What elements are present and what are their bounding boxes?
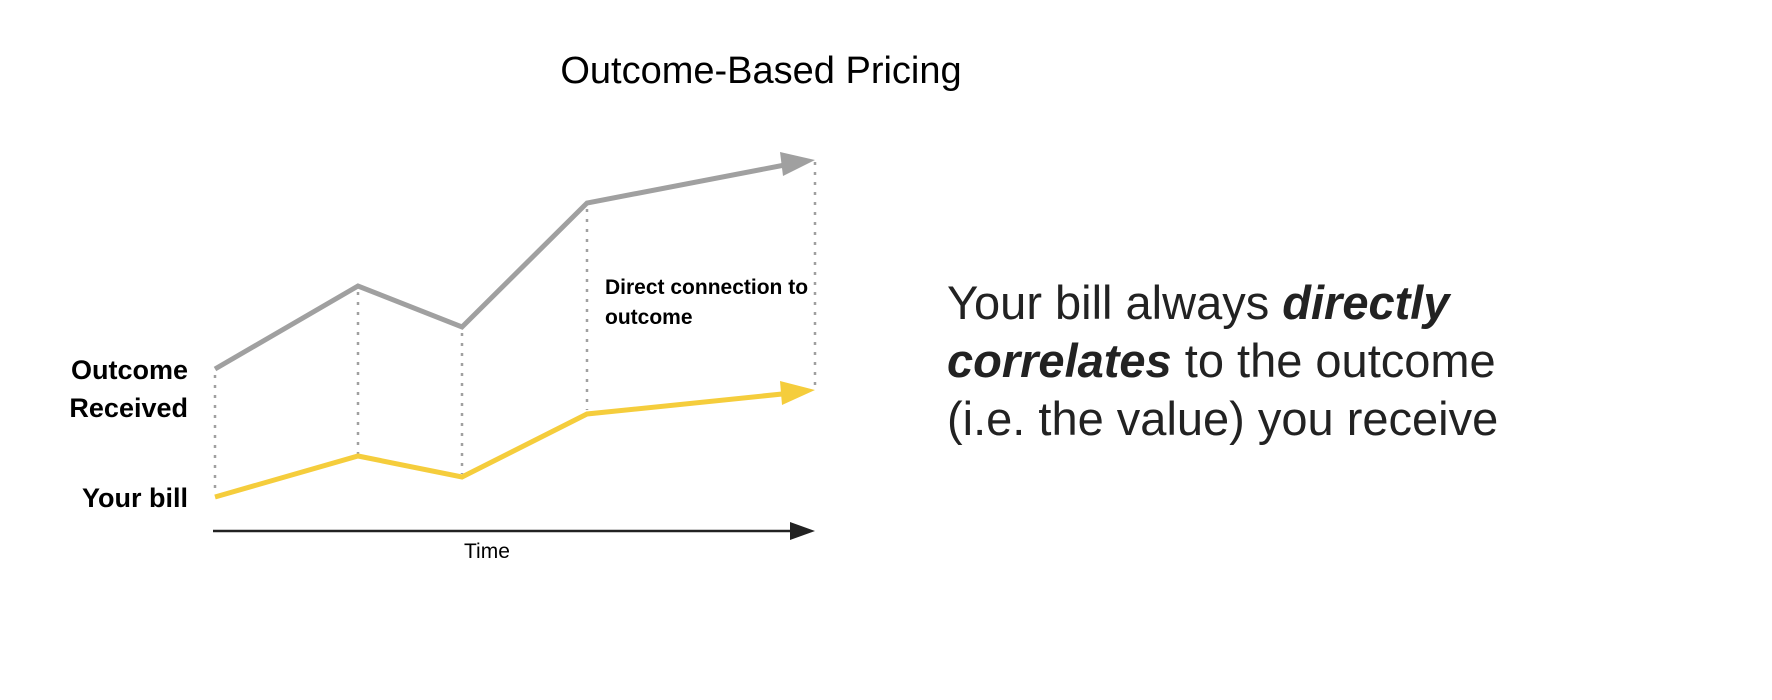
outcome-line xyxy=(213,161,791,372)
callout-part1: Your bill always xyxy=(947,276,1283,329)
outcome-arrowhead xyxy=(780,152,815,176)
time-axis-label: Time xyxy=(464,540,510,563)
guide-lines xyxy=(213,162,817,494)
callout-part2: to the outcome (i.e. the value) you rece… xyxy=(947,334,1499,445)
outcome-received-label: Outcome Received xyxy=(69,355,188,423)
diagram-title: Outcome-Based Pricing xyxy=(560,50,962,92)
bill-line xyxy=(214,390,793,500)
time-axis-arrowhead xyxy=(790,522,815,540)
callout-emphasis: directly correlates xyxy=(947,276,1450,387)
callout-text: Your bill always directly correlates to … xyxy=(947,274,1547,448)
your-bill-label: Your bill xyxy=(82,483,188,513)
bill-arrowhead xyxy=(780,381,815,405)
direct-connection-note: Direct connection to outcome xyxy=(605,276,809,329)
